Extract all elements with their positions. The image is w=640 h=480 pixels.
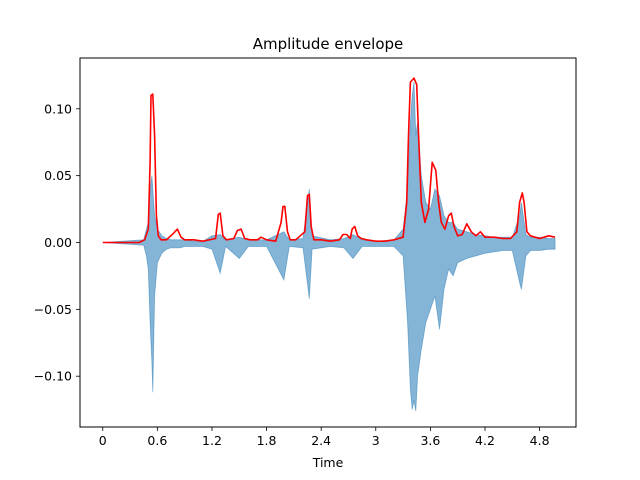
envelope-series bbox=[102, 77, 556, 244]
x-axis-label: Time bbox=[312, 455, 344, 470]
y-tick-label: 0.05 bbox=[44, 168, 72, 183]
x-tick-label: 3.6 bbox=[420, 433, 440, 448]
x-tick-label: 4.8 bbox=[530, 433, 550, 448]
plot-area bbox=[102, 77, 556, 412]
x-tick-label: 2.4 bbox=[311, 433, 331, 448]
x-tick-label: 1.2 bbox=[202, 433, 222, 448]
y-tick-label: −0.10 bbox=[34, 369, 72, 384]
x-axis: 0 0.6 1.2 1.8 2.4 3 3.6 4.2 4.8 bbox=[99, 427, 550, 448]
envelope-layer bbox=[102, 77, 556, 244]
x-tick-label: 0.6 bbox=[147, 433, 167, 448]
x-tick-label: 3 bbox=[372, 433, 380, 448]
y-tick-label: 0.00 bbox=[44, 235, 72, 250]
y-tick-label: 0.10 bbox=[44, 101, 72, 116]
chart-title: Amplitude envelope bbox=[253, 35, 404, 53]
y-axis: −0.10 −0.05 0.00 0.05 0.10 bbox=[34, 101, 80, 384]
x-tick-label: 1.8 bbox=[257, 433, 277, 448]
x-tick-label: 4.2 bbox=[475, 433, 495, 448]
x-tick-label: 0 bbox=[99, 433, 107, 448]
y-tick-label: −0.05 bbox=[34, 302, 72, 317]
